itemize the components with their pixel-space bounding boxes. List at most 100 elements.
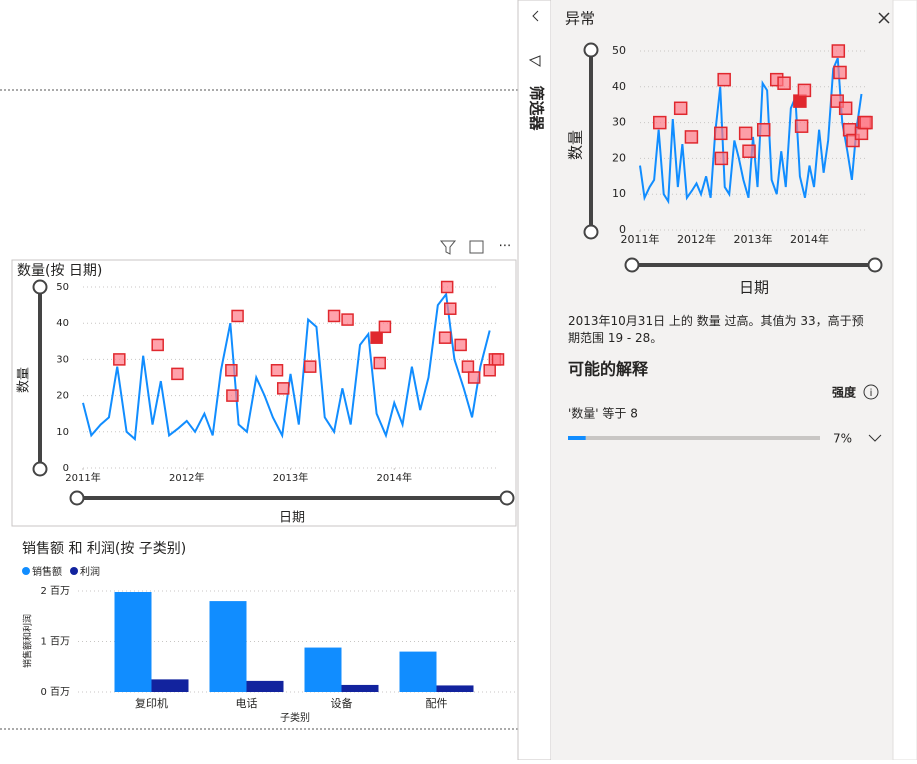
anomaly-marker bbox=[378, 320, 392, 334]
x-tick-label: 电话 bbox=[236, 697, 258, 710]
legend-label: 利润 bbox=[80, 565, 100, 578]
x-tick-label: 2012年 bbox=[169, 471, 204, 484]
y-tick-label: 30 bbox=[612, 116, 626, 129]
anomaly-marker bbox=[276, 382, 290, 395]
expand-chevron[interactable] bbox=[868, 434, 882, 442]
anomaly-marker bbox=[226, 389, 239, 402]
explanation-text: '数量' 等于 8 bbox=[568, 406, 638, 421]
legend-swatch bbox=[22, 567, 30, 575]
panel-title: 异常 bbox=[565, 10, 595, 28]
anomaly-marker bbox=[684, 130, 699, 144]
side-strip bbox=[892, 0, 917, 761]
anomaly-marker bbox=[438, 331, 452, 344]
filter-visual-icon[interactable] bbox=[439, 240, 457, 255]
legend-label: 销售额 bbox=[32, 565, 62, 578]
anomaly-marker bbox=[833, 65, 847, 80]
x-axis-title: 子类别 bbox=[280, 711, 310, 724]
anomaly-marker bbox=[673, 101, 688, 116]
x-tick-label: 2013年 bbox=[273, 471, 308, 484]
slider-handle bbox=[499, 490, 515, 506]
close-icon[interactable] bbox=[878, 12, 890, 24]
x-tick-label: 设备 bbox=[331, 696, 353, 710]
slider-handle bbox=[583, 42, 599, 58]
x-tick-label: 2012年 bbox=[677, 232, 716, 246]
anomaly-marker bbox=[838, 101, 853, 116]
anomaly-marker bbox=[794, 119, 809, 133]
filters-label[interactable]: 筛选器 bbox=[528, 85, 546, 131]
slider-handle bbox=[32, 279, 48, 295]
anomaly-marker bbox=[373, 356, 386, 370]
y-axis-title: 数量 bbox=[567, 130, 585, 160]
y-tick-label: 2 百万 bbox=[40, 585, 70, 597]
bar bbox=[151, 679, 189, 692]
visual-border bbox=[11, 259, 517, 527]
anomaly-marker bbox=[738, 126, 753, 141]
strength-label: 强度 bbox=[832, 385, 857, 400]
focus-icon[interactable] bbox=[469, 240, 484, 254]
x-tick-label: 2011年 bbox=[621, 232, 660, 246]
x-axis-title: 日期 bbox=[279, 511, 305, 526]
x-tick-label: 复印机 bbox=[135, 696, 168, 710]
anomaly-marker bbox=[483, 364, 496, 377]
bar bbox=[209, 601, 247, 692]
slider-handle bbox=[867, 257, 883, 273]
anomaly-marker bbox=[303, 360, 317, 373]
filter-strip[interactable] bbox=[517, 0, 552, 761]
x-axis-title: 日期 bbox=[739, 279, 769, 297]
x-tick-label: 配件 bbox=[426, 697, 448, 710]
legend-swatch bbox=[70, 567, 78, 575]
anomaly-marker bbox=[444, 302, 457, 315]
chart-title: 数量(按 日期) bbox=[17, 263, 102, 279]
anomaly-marker bbox=[717, 72, 731, 87]
y-tick-label: 10 bbox=[56, 427, 69, 438]
series-line bbox=[639, 57, 863, 205]
explanations-title: 可能的解释 bbox=[568, 360, 649, 379]
slider-handle bbox=[624, 257, 640, 273]
strength-value: 7% bbox=[833, 432, 852, 446]
anomaly-marker bbox=[341, 313, 354, 326]
anomaly-marker bbox=[797, 83, 812, 98]
slider-handle bbox=[69, 490, 85, 506]
anomaly-marker bbox=[113, 353, 126, 366]
y-tick-label: 20 bbox=[612, 151, 626, 164]
anomaly-marker bbox=[859, 115, 873, 130]
anomaly-marker bbox=[440, 280, 454, 294]
x-tick-label: 2014年 bbox=[377, 471, 412, 484]
y-tick-label: 50 bbox=[612, 44, 626, 57]
description: 2013年10月31日 上的 数量 过高。其值为 33，高于预期范围 19 - … bbox=[568, 313, 864, 345]
bar bbox=[341, 684, 379, 692]
info-icon[interactable] bbox=[863, 384, 879, 400]
bar bbox=[246, 680, 284, 692]
more-icon[interactable]: ⋯ bbox=[499, 239, 512, 254]
x-tick-label: 2011年 bbox=[65, 471, 100, 484]
anomaly-marker bbox=[467, 371, 481, 384]
anomaly-marker bbox=[370, 331, 383, 344]
anomaly-marker bbox=[756, 123, 771, 137]
anomaly-marker bbox=[225, 364, 238, 377]
anomaly-marker bbox=[171, 367, 184, 381]
anomaly-marker bbox=[327, 309, 341, 323]
anomaly-marker bbox=[777, 76, 791, 90]
y-tick-label: 20 bbox=[56, 391, 69, 402]
bar bbox=[436, 685, 474, 692]
anomaly-marker bbox=[491, 353, 505, 366]
info-glyph: i bbox=[870, 388, 873, 399]
series-line bbox=[82, 291, 491, 442]
bar bbox=[114, 592, 152, 692]
anomaly-marker bbox=[742, 144, 756, 158]
y-tick-label: 1 百万 bbox=[40, 636, 70, 648]
x-tick-label: 2014年 bbox=[790, 232, 829, 246]
anomaly-marker bbox=[270, 364, 284, 377]
bar bbox=[304, 647, 342, 692]
collapse-icon[interactable] bbox=[532, 10, 539, 22]
anomaly-marker bbox=[454, 338, 467, 352]
y-tick-label: 40 bbox=[612, 80, 626, 93]
y-tick-label: 0 bbox=[63, 463, 69, 474]
anomaly-marker bbox=[231, 309, 244, 323]
y-tick-label: 0 bbox=[619, 223, 626, 236]
x-tick-label: 2013年 bbox=[734, 232, 773, 246]
anomaly-marker bbox=[461, 360, 475, 373]
slider-handle bbox=[583, 224, 599, 240]
slider-handle bbox=[32, 461, 48, 477]
